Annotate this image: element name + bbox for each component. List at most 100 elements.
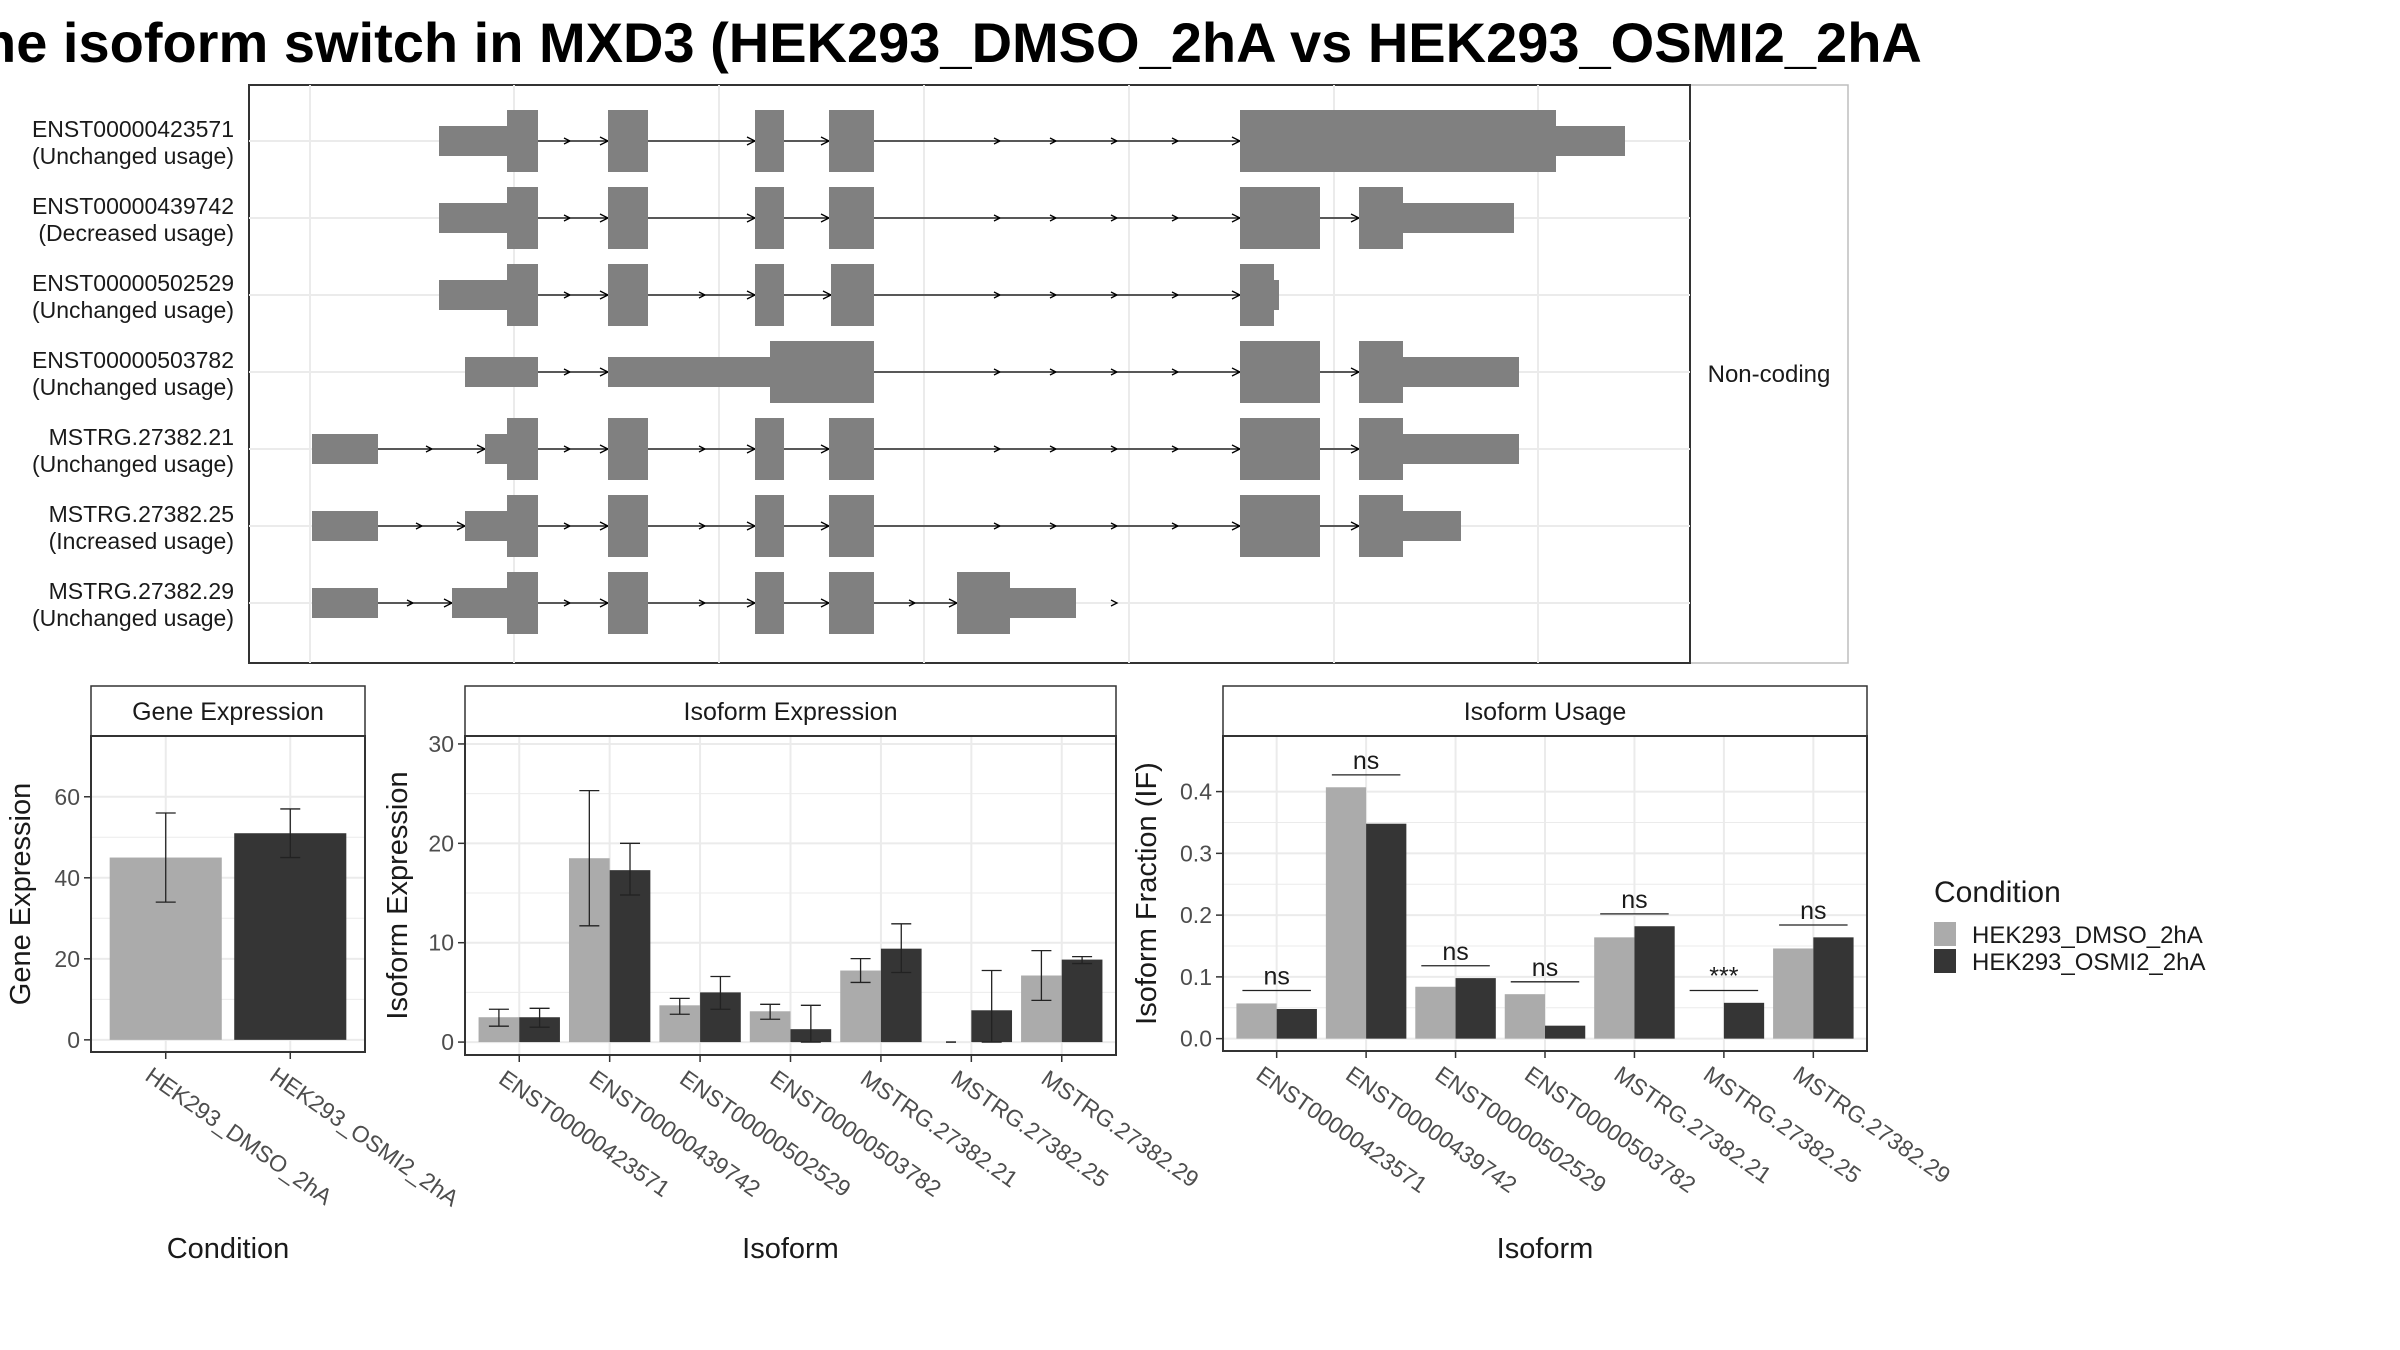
bar <box>1325 787 1367 1039</box>
intron-arrow <box>563 291 572 299</box>
intron-arrow <box>993 137 1002 145</box>
exon-block <box>1240 495 1320 557</box>
intron-arrow <box>1171 214 1180 222</box>
intron-arrow <box>1171 291 1180 299</box>
intron-arrow <box>1049 291 1058 299</box>
exon-block <box>755 495 784 557</box>
intron-arrow <box>1171 522 1180 530</box>
exon-block <box>439 280 507 310</box>
exon-block <box>312 434 378 464</box>
bar <box>1504 994 1545 1039</box>
exon-block <box>755 110 784 172</box>
intron-arrow <box>1110 445 1119 453</box>
intron-arrow <box>406 599 415 607</box>
intron-arrow <box>563 599 572 607</box>
bar <box>1634 926 1675 1039</box>
y-tick-label: 0.1 <box>1180 964 1212 990</box>
bar <box>1276 1009 1317 1039</box>
exon-block <box>1403 511 1461 541</box>
transcript-id-label: MSTRG.27382.29 <box>49 578 234 604</box>
exon-block <box>755 572 784 634</box>
exon-block <box>507 187 538 249</box>
exon-block <box>829 495 874 557</box>
exon-block <box>1359 495 1403 557</box>
y-tick-label: 0.2 <box>1180 902 1212 928</box>
significance-label: ns <box>1800 897 1826 925</box>
y-tick-label: 30 <box>428 731 454 757</box>
exon-block <box>507 418 538 480</box>
exon-block <box>507 110 538 172</box>
exon-block <box>829 187 874 249</box>
significance-label: ns <box>1442 938 1468 966</box>
exon-block <box>755 187 784 249</box>
y-tick-label: 40 <box>54 865 80 891</box>
significance-label: ns <box>1263 962 1289 990</box>
transcript-usage-label: (Unchanged usage) <box>32 374 234 400</box>
transcript-usage-label: (Unchanged usage) <box>32 297 234 323</box>
x-tick-label: MSTRG.27382.25 <box>1699 1061 1866 1189</box>
intron-arrow <box>415 522 424 530</box>
exon-block <box>1403 434 1519 464</box>
exon-block <box>312 511 378 541</box>
y-tick-label: 20 <box>428 830 454 856</box>
legend-swatch <box>1934 922 1956 946</box>
exon-block <box>439 203 507 233</box>
exon-block <box>770 341 874 403</box>
exon-block <box>831 264 874 326</box>
exon-block <box>465 357 538 387</box>
intron-arrow <box>993 214 1002 222</box>
transcript-id-label: ENST00000502529 <box>32 270 234 296</box>
significance-label: *** <box>1709 962 1738 990</box>
transcript-id-label: ENST00000439742 <box>32 193 234 219</box>
significance-label: ns <box>1532 954 1558 982</box>
exon-block <box>1359 418 1403 480</box>
intron-arrow <box>1110 137 1119 145</box>
panel-strip <box>1222 685 1868 737</box>
x-tick-label: MSTRG.27382.25 <box>946 1065 1113 1193</box>
transcript-id-label: ENST00000503782 <box>32 347 234 373</box>
exon-block <box>507 264 538 326</box>
bar <box>1366 823 1407 1039</box>
exon-block <box>608 495 648 557</box>
exon-block <box>1240 418 1320 480</box>
exon-block <box>608 187 648 249</box>
exon-block <box>507 495 538 557</box>
exon-block <box>608 418 648 480</box>
exon-block <box>1010 588 1076 618</box>
y-tick-label: 0 <box>67 1027 80 1053</box>
y-tick-label: 60 <box>54 784 80 810</box>
exon-block <box>1556 126 1625 156</box>
intron-arrow <box>1171 137 1180 145</box>
y-tick-label: 20 <box>54 946 80 972</box>
exon-block <box>1274 280 1279 310</box>
intron-arrow <box>425 445 434 453</box>
intron-arrow <box>563 137 572 145</box>
y-axis-title: Gene Expression <box>5 783 37 1005</box>
y-tick-label: 0 <box>441 1029 454 1055</box>
exon-block <box>439 126 507 156</box>
intron-arrow <box>1049 368 1058 376</box>
transcript-usage-label: (Decreased usage) <box>38 220 234 246</box>
intron-arrow <box>993 368 1002 376</box>
transcript-id-label: MSTRG.27382.21 <box>49 424 234 450</box>
y-tick-label: 0.4 <box>1180 779 1212 805</box>
exon-block <box>755 264 784 326</box>
intron-arrow <box>1049 445 1058 453</box>
exon-block <box>608 110 648 172</box>
exon-block <box>608 357 770 387</box>
exon-block <box>608 264 648 326</box>
x-axis-title: Isoform <box>1497 1233 1594 1265</box>
x-tick-label: MSTRG.27382.29 <box>1788 1061 1955 1189</box>
intron-arrow <box>1110 291 1119 299</box>
bar <box>1545 1025 1586 1039</box>
exon-block <box>1359 187 1403 249</box>
bar <box>234 833 347 1040</box>
intron-arrow <box>1049 214 1058 222</box>
exon-block <box>507 572 538 634</box>
legend-label: HEK293_DMSO_2hA <box>1972 922 2203 949</box>
transcript-id-label: MSTRG.27382.25 <box>49 501 234 527</box>
significance-label: ns <box>1353 747 1379 775</box>
exon-block <box>829 110 874 172</box>
intron-arrow <box>908 599 917 607</box>
